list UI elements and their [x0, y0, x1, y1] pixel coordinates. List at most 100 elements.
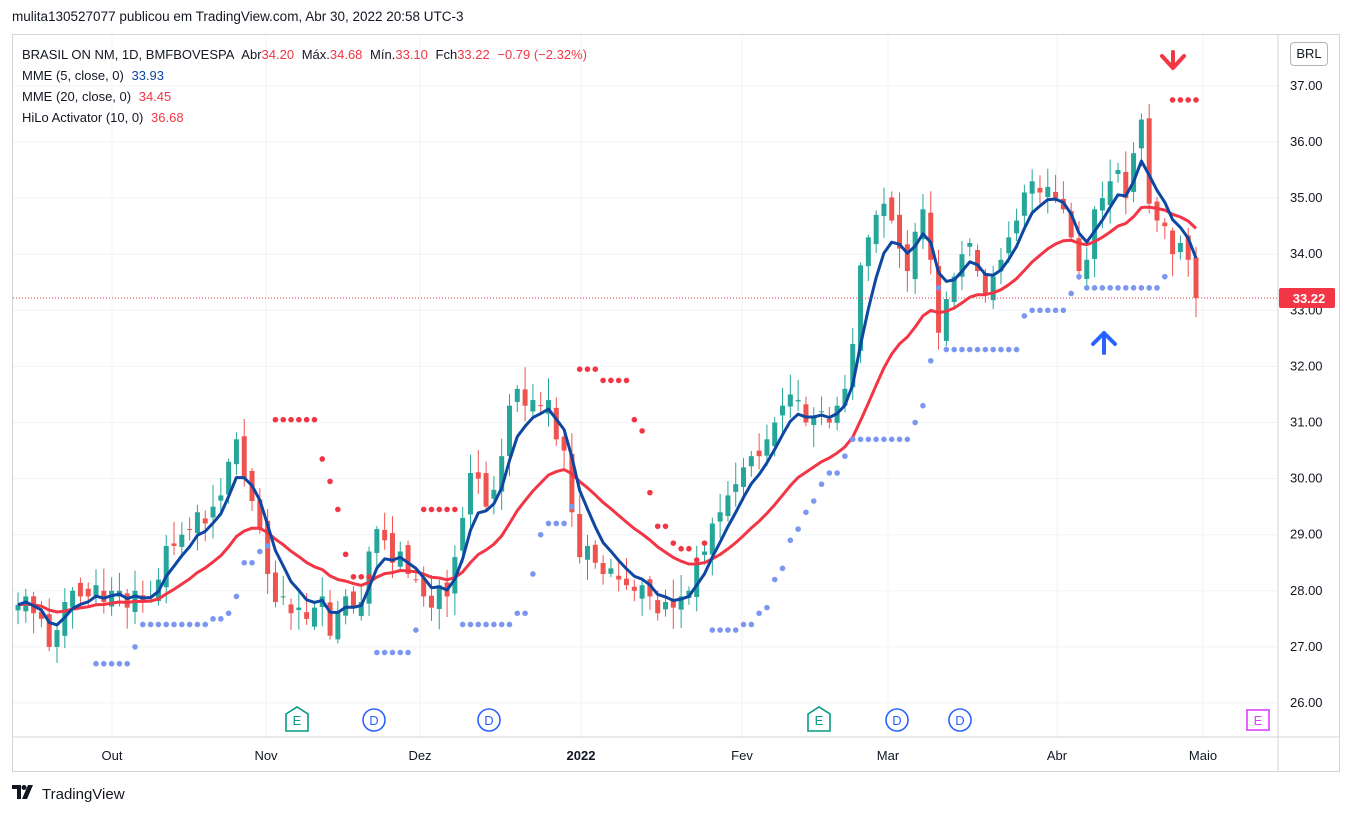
hilo-dot — [101, 660, 107, 667]
hilo-dot — [1083, 285, 1090, 291]
candle-body — [194, 512, 200, 534]
candle-body — [943, 299, 949, 341]
hilo-dot — [381, 649, 388, 656]
candle-body — [1170, 230, 1176, 255]
candle-body — [1092, 209, 1098, 259]
candle-body — [850, 343, 856, 388]
candle-body — [577, 514, 583, 558]
candle-body — [1006, 237, 1012, 254]
hilo-dot — [1185, 97, 1191, 103]
legend-ema5-row[interactable]: MME (5, close, 0) 33.93 — [22, 65, 587, 86]
candle-body — [1084, 259, 1090, 279]
candle-body — [1162, 222, 1168, 227]
candle-body — [858, 265, 864, 351]
hilo-dot — [686, 545, 692, 552]
candle-body — [1107, 181, 1113, 206]
candle-body — [467, 472, 473, 515]
hilo-dot — [233, 593, 240, 600]
sell-signal-down-arrow-icon — [1160, 50, 1186, 70]
candle-body — [1053, 191, 1059, 199]
candle-body — [483, 473, 489, 507]
candle-body — [109, 590, 115, 607]
legend-symbol-row: BRASIL ON NM, 1D, BMFBOVESPA Abr34.20 Má… — [22, 44, 587, 65]
publish-caption: mulita130527077 publicou em TradingView.… — [12, 9, 464, 24]
legend-low: 33.10 — [395, 47, 428, 62]
dividend-event-icon — [362, 708, 386, 732]
legend-ema20-label: MME (20, close, 0) — [22, 89, 132, 104]
earnings-event-icon — [285, 706, 309, 732]
candle-body — [1185, 235, 1191, 260]
legend-high: 34.68 — [329, 47, 363, 62]
hilo-dot — [140, 621, 146, 628]
hilo-dot — [920, 402, 926, 409]
candle-body — [959, 254, 965, 277]
x-tick-label: Nov — [254, 748, 278, 763]
x-tick-label: Mar — [877, 748, 900, 763]
candle-body — [592, 544, 598, 563]
candle-body — [795, 400, 801, 402]
candle-body — [163, 545, 169, 588]
hilo-dot — [358, 573, 365, 580]
candle-body — [288, 604, 294, 614]
hilo-dot — [288, 416, 294, 423]
hilo-dot — [764, 604, 770, 611]
candle-body — [678, 596, 684, 610]
hilo-dot — [1052, 307, 1059, 314]
tradingview-logo-icon — [12, 784, 36, 804]
hilo-dot — [1005, 346, 1012, 353]
hilo-dot — [225, 610, 232, 617]
hilo-dot — [303, 416, 310, 423]
x-tick-label: Out — [102, 748, 123, 763]
candle-body — [764, 439, 770, 456]
hilo-dot — [654, 523, 661, 530]
hilo-dot — [1060, 307, 1067, 314]
hilo-dot — [498, 621, 505, 628]
hilo-dot — [257, 548, 263, 555]
candle-body — [296, 607, 302, 610]
candle-body — [85, 588, 91, 597]
candle-body — [608, 568, 614, 574]
legend-high-label: Máx. — [301, 47, 330, 62]
candle-body — [663, 602, 669, 610]
candle-body — [928, 212, 934, 260]
hilo-dot — [935, 285, 942, 291]
candle-body — [350, 591, 356, 608]
hilo-dot — [842, 453, 848, 459]
hilo-dot — [678, 545, 684, 552]
hilo-dot — [1146, 285, 1152, 291]
candle-body — [382, 529, 388, 541]
hilo-dot — [990, 346, 996, 353]
event-label: E — [815, 713, 824, 728]
legend-hilo-row[interactable]: HiLo Activator (10, 0) 36.68 — [22, 107, 587, 128]
hilo-dot — [327, 478, 333, 485]
candle-body — [897, 214, 903, 249]
hilo-dot — [444, 506, 450, 513]
earnings-event-icon — [807, 706, 831, 732]
hilo-dot — [1177, 97, 1184, 103]
candle-body — [304, 612, 310, 619]
legend-open: 34.20 — [261, 47, 295, 62]
hilo-dot — [576, 366, 583, 373]
currency-button[interactable]: BRL — [1290, 42, 1328, 66]
hilo-dot — [475, 621, 482, 628]
hilo-dot — [561, 520, 567, 527]
legend-ema20-row[interactable]: MME (20, close, 0) 34.45 — [22, 86, 587, 107]
hilo-dot — [725, 627, 731, 633]
candle-body — [241, 436, 247, 479]
y-tick-label: 28.00 — [1290, 583, 1323, 598]
candle-body — [124, 593, 130, 608]
candle-body — [522, 389, 528, 406]
legend-ema20-value: 34.45 — [138, 89, 172, 104]
hilo-dot — [537, 531, 544, 538]
candle-body — [358, 602, 364, 617]
hilo-dot — [732, 627, 739, 633]
candle-body — [975, 250, 981, 272]
hilo-dot — [272, 416, 279, 423]
candle-body — [811, 416, 817, 425]
hilo-dot — [1161, 273, 1168, 280]
candle-body — [272, 572, 278, 603]
hilo-dot — [740, 621, 747, 628]
hilo-dot — [163, 621, 170, 628]
hilo-dot — [1154, 285, 1160, 291]
